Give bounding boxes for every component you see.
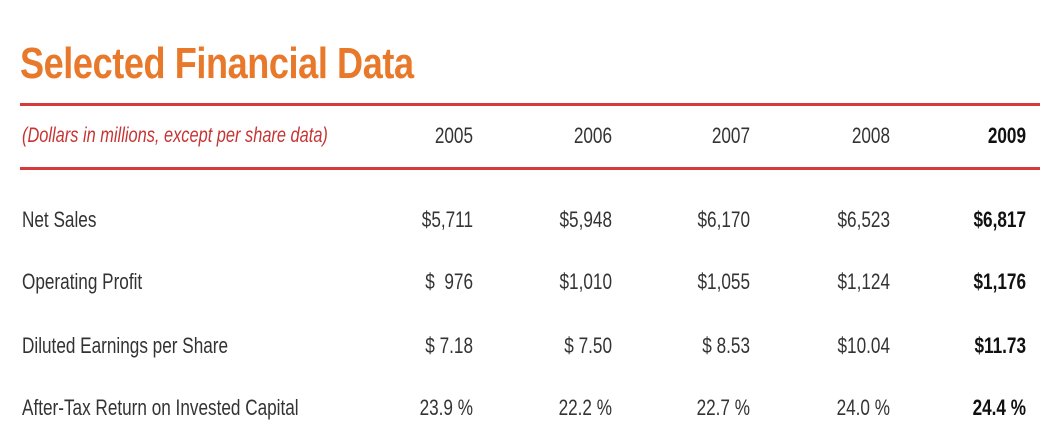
table-row-after-tax-roic: After-Tax Return on Invested Capital 23.… [0,388,1061,428]
page-title: Selected Financial Data [20,39,414,88]
table-cell: $ 8.53 [702,333,750,358]
table-cell: $1,055 [697,269,750,294]
table-cell: $5,711 [421,207,473,232]
row-label: Net Sales [22,207,97,232]
top-divider [20,103,1040,106]
row-label: Operating Profit [22,269,143,294]
column-header-2005: 2005 [434,123,473,148]
table-cell-highlight: $1,176 [973,269,1026,294]
table-cell: $1,124 [837,269,890,294]
table-cell: $6,170 [697,207,750,232]
table-row-net-sales: Net Sales $5,711 $5,948 $6,170 $6,523 $6… [0,200,1061,240]
table-row-operating-profit: Operating Profit $ 976 $1,010 $1,055 $1,… [0,262,1061,302]
column-header-2007: 2007 [711,123,750,148]
column-header-2008: 2008 [851,123,890,148]
table-cell: 24.0 % [836,395,890,420]
table-cell: $10.04 [837,333,890,358]
row-label: After-Tax Return on Invested Capital [22,395,299,420]
table-cell: 22.2 % [558,395,612,420]
table-cell: 23.9 % [419,395,473,420]
table-cell-highlight: $6,817 [973,207,1026,232]
table-header-row: (Dollars in millions, except per share d… [0,116,1061,156]
table-cell: $5,948 [559,207,612,232]
header-divider [20,167,1040,170]
table-cell-highlight: $11.73 [974,333,1026,358]
table-cell: $6,523 [837,207,890,232]
table-cell: 22.7 % [696,395,750,420]
column-header-2006: 2006 [573,123,612,148]
table-caption: (Dollars in millions, except per share d… [22,124,328,147]
table-cell-highlight: 24.4 % [972,395,1026,420]
table-cell: $ 7.50 [564,333,612,358]
table-row-diluted-eps: Diluted Earnings per Share $ 7.18 $ 7.50… [0,326,1061,366]
table-cell: $ 976 [425,269,473,294]
table-cell: $1,010 [559,269,612,294]
column-header-2009: 2009 [987,123,1026,148]
row-label: Diluted Earnings per Share [22,333,229,358]
table-cell: $ 7.18 [425,333,473,358]
